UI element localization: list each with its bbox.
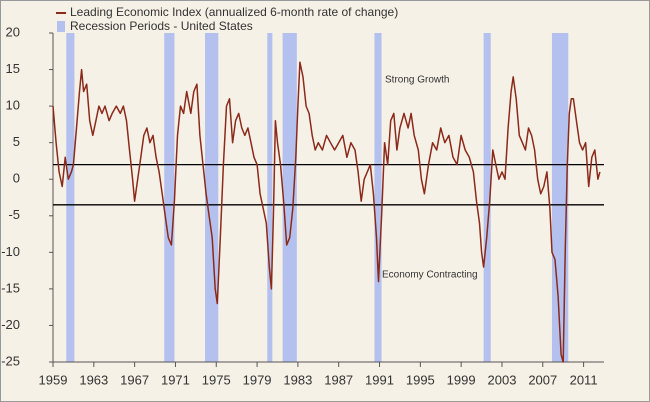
y-tick-label: -25	[1, 353, 20, 368]
y-tick-label: 10	[6, 98, 20, 113]
y-tick-label: 20	[6, 24, 20, 39]
data-line	[52, 61, 601, 363]
legend-swatch	[57, 21, 65, 32]
y-tick-label: -15	[1, 280, 20, 295]
recession-band	[267, 33, 273, 362]
recession-band	[164, 33, 175, 362]
y-tick-label: -5	[8, 207, 20, 222]
x-tick-label: 1987	[324, 372, 353, 387]
y-tick-label: -20	[1, 317, 20, 332]
x-tick-label: 1975	[202, 372, 231, 387]
recession-band	[66, 33, 75, 362]
y-tick-label: 15	[6, 61, 20, 76]
x-tick-label: 1983	[283, 372, 312, 387]
legend-label: Recession Periods - United States	[70, 19, 253, 33]
legend-label: Leading Economic Index (annualized 6-mon…	[70, 5, 398, 19]
annotation: Economy Contracting	[382, 270, 478, 281]
x-tick-label: 2003	[488, 372, 517, 387]
x-tick-label: 1967	[120, 372, 149, 387]
x-tick-label: 1999	[447, 372, 476, 387]
x-tick-label: 2011	[570, 372, 598, 387]
x-tick-label: 1959	[39, 372, 68, 387]
y-tick-label: 5	[13, 134, 20, 149]
recession-band	[282, 33, 297, 362]
y-tick-label: 0	[13, 171, 20, 186]
annotation: Strong Growth	[385, 75, 449, 86]
recession-band	[374, 33, 382, 362]
recession-band	[483, 33, 491, 362]
x-tick-label: 1963	[79, 372, 108, 387]
x-tick-label: 1971	[161, 372, 190, 387]
x-tick-label: 1991	[365, 372, 394, 387]
x-tick-label: 2007	[528, 372, 557, 387]
y-tick-label: -10	[1, 244, 20, 259]
x-tick-label: 1995	[406, 372, 435, 387]
x-tick-label: 1979	[243, 372, 272, 387]
